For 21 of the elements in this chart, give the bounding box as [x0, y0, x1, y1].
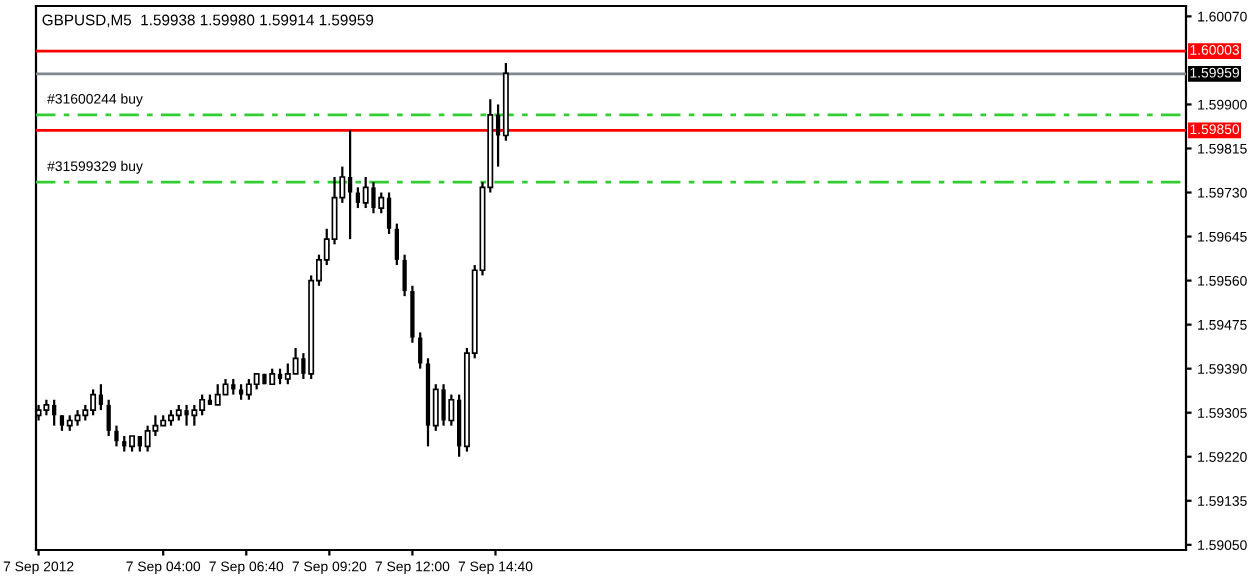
candlestick	[214, 383, 221, 407]
candlestick	[347, 129, 353, 241]
candlestick	[441, 383, 446, 427]
candlestick	[362, 175, 369, 210]
candlestick	[245, 377, 252, 401]
candlestick	[410, 284, 415, 344]
candlestick	[292, 346, 299, 375]
candlestick	[199, 393, 206, 417]
candlestick	[98, 383, 104, 412]
candlestick	[191, 403, 198, 427]
candlestick	[394, 222, 399, 267]
candlestick	[418, 331, 423, 370]
candlestick	[402, 253, 407, 298]
candlestick	[90, 388, 97, 417]
candlestick	[284, 362, 291, 386]
candlestick	[371, 181, 376, 215]
candlestick	[386, 191, 392, 236]
candlestick	[355, 186, 361, 210]
candlestick	[106, 398, 111, 438]
candlestick	[114, 424, 119, 448]
candlestick	[184, 403, 189, 427]
